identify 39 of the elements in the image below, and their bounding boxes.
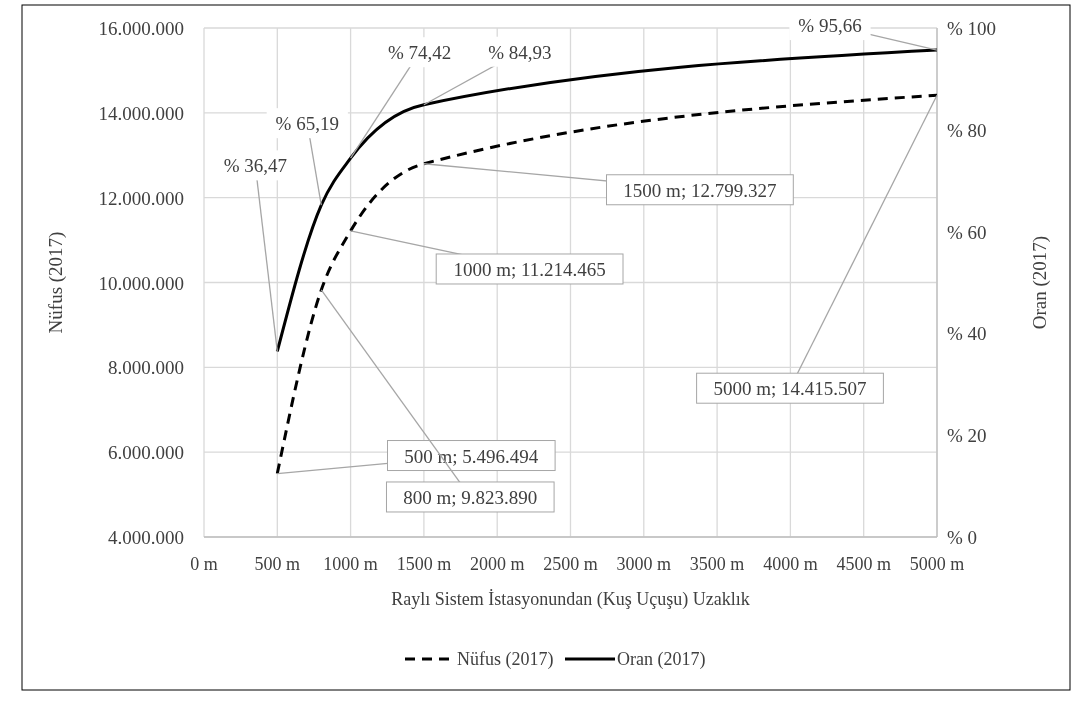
data-label: % 84,93: [488, 41, 552, 63]
x-tick-label: 2500 m: [543, 554, 598, 574]
data-label: % 36,47: [223, 155, 287, 177]
y-tick-label: 14.000.000: [98, 102, 184, 124]
x-tick-label: 4500 m: [836, 554, 891, 574]
data-label: % 65,19: [275, 113, 339, 135]
y2-tick-label: % 60: [947, 221, 987, 243]
data-label: 800 m; 9.823.890: [403, 486, 538, 508]
y-axis-title: Nüfus (2017): [45, 231, 67, 334]
y2-axis-title: Oran (2017): [1029, 235, 1051, 330]
x-tick-label: 1000 m: [323, 554, 378, 574]
y-tick-label: 6.000.000: [108, 442, 184, 464]
x-tick-label: 3500 m: [689, 554, 745, 574]
y2-tick-label: % 0: [947, 527, 978, 548]
x-tick-label: 500 m: [254, 554, 301, 574]
x-tick-label: 0 m: [190, 554, 218, 574]
data-label: 5000 m; 14.415.507: [713, 378, 867, 400]
data-label: 500 m; 5.496.494: [404, 445, 539, 467]
y-tick-label: 10.000.000: [98, 272, 184, 294]
x-tick-label: 5000 m: [909, 554, 965, 574]
y-tick-label: 16.000.000: [98, 18, 184, 39]
x-tick-label: 1500 m: [396, 554, 452, 574]
x-tick-label: 4000 m: [763, 554, 818, 574]
x-tick-label: 3000 m: [616, 554, 672, 574]
data-label: 1500 m; 12.799.327: [623, 179, 777, 201]
y-tick-label: 8.000.000: [108, 357, 184, 379]
legend-label: Nüfus (2017): [457, 649, 554, 670]
data-label: % 74,42: [387, 42, 452, 64]
x-axis-title: Raylı Sistem İstasyonundan (Kuş Uçuşu) Uzaklık: [391, 589, 750, 610]
y2-tick-label: % 80: [947, 119, 987, 141]
y2-tick-label: % 100: [947, 18, 997, 39]
x-tick-label: 2000 m: [469, 554, 525, 574]
y2-tick-label: % 40: [947, 323, 987, 345]
data-label: 1000 m; 11.214.465: [453, 258, 606, 280]
data-label: % 95,66: [798, 15, 862, 37]
legend-label: Oran (2017): [617, 649, 706, 670]
y2-tick-label: % 20: [947, 425, 987, 447]
y-tick-label: 12.000.000: [98, 187, 184, 209]
y-tick-label: 4.000.000: [108, 527, 184, 548]
